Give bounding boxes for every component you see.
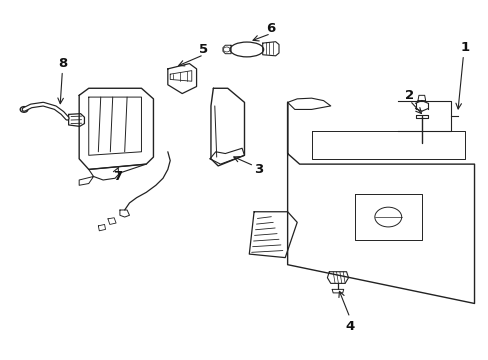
Text: 6: 6 bbox=[265, 22, 275, 35]
Text: 8: 8 bbox=[58, 57, 67, 70]
Polygon shape bbox=[68, 114, 84, 126]
Text: 1: 1 bbox=[459, 41, 468, 54]
Text: 7: 7 bbox=[113, 170, 122, 183]
Text: 5: 5 bbox=[199, 43, 208, 56]
Text: 2: 2 bbox=[405, 89, 413, 102]
Text: 3: 3 bbox=[254, 163, 263, 176]
Text: 4: 4 bbox=[345, 320, 354, 333]
